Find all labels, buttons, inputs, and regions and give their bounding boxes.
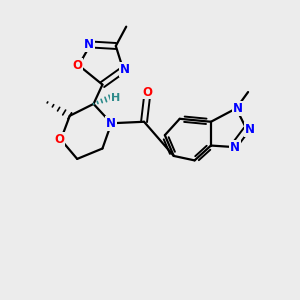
Text: H: H (111, 93, 120, 103)
Text: N: N (233, 102, 243, 115)
Text: O: O (142, 85, 152, 98)
Text: N: N (244, 123, 255, 136)
Text: O: O (54, 133, 64, 146)
Text: N: N (230, 140, 240, 154)
Text: O: O (72, 59, 82, 72)
Text: N: N (84, 38, 94, 51)
Text: N: N (106, 117, 116, 130)
Text: N: N (120, 63, 130, 76)
